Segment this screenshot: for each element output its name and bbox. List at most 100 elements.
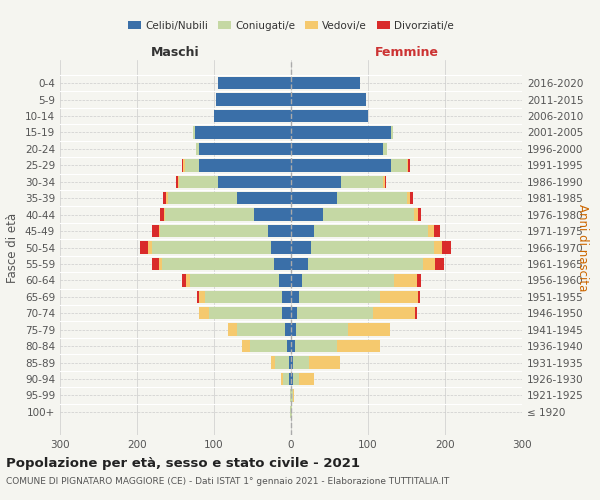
Bar: [394, 274, 417, 286]
Bar: [250, 340, 287, 352]
Bar: [199, 290, 205, 303]
Bar: [337, 340, 380, 352]
Bar: [291, 258, 308, 270]
Bar: [185, 159, 199, 172]
Bar: [190, 274, 278, 286]
Bar: [160, 225, 268, 237]
Bar: [291, 356, 293, 368]
Bar: [218, 176, 291, 188]
Bar: [291, 307, 297, 320]
Bar: [228, 324, 237, 336]
Bar: [163, 258, 274, 270]
Bar: [178, 176, 179, 188]
Bar: [434, 242, 442, 254]
Y-axis label: Fasce di età: Fasce di età: [7, 212, 19, 282]
Bar: [311, 242, 434, 254]
Bar: [291, 340, 295, 352]
Y-axis label: Anni di nascita: Anni di nascita: [576, 204, 589, 291]
Bar: [289, 356, 291, 368]
Bar: [291, 290, 299, 303]
Bar: [323, 208, 414, 221]
Text: Maschi: Maschi: [151, 46, 200, 59]
Bar: [407, 159, 408, 172]
Bar: [205, 290, 282, 303]
Bar: [291, 126, 391, 138]
Bar: [271, 356, 275, 368]
Bar: [418, 290, 419, 303]
Text: Femmine: Femmine: [374, 46, 439, 59]
Bar: [383, 143, 387, 155]
Bar: [291, 242, 311, 254]
Bar: [341, 176, 383, 188]
Bar: [176, 176, 178, 188]
Bar: [289, 373, 291, 385]
Bar: [158, 258, 163, 270]
Bar: [291, 389, 293, 402]
Bar: [299, 373, 314, 385]
Bar: [160, 208, 164, 221]
Bar: [293, 356, 309, 368]
Bar: [407, 192, 410, 204]
Bar: [383, 176, 385, 188]
Bar: [314, 225, 428, 237]
Bar: [385, 176, 386, 188]
Bar: [295, 340, 337, 352]
Bar: [309, 356, 340, 368]
Bar: [148, 242, 152, 254]
Bar: [183, 159, 185, 172]
Bar: [293, 389, 294, 402]
Bar: [199, 143, 291, 155]
Bar: [290, 389, 291, 402]
Bar: [291, 208, 323, 221]
Bar: [195, 126, 291, 138]
Bar: [428, 225, 434, 237]
Bar: [214, 110, 291, 122]
Bar: [268, 225, 291, 237]
Text: COMUNE DI PIGNATARO MAGGIORE (CE) - Dati ISTAT 1° gennaio 2021 - Elaborazione TU: COMUNE DI PIGNATARO MAGGIORE (CE) - Dati…: [6, 478, 449, 486]
Bar: [193, 126, 195, 138]
Bar: [278, 274, 291, 286]
Bar: [196, 143, 199, 155]
Bar: [391, 126, 392, 138]
Bar: [291, 110, 368, 122]
Bar: [275, 356, 289, 368]
Bar: [282, 307, 291, 320]
Bar: [182, 274, 186, 286]
Bar: [186, 274, 190, 286]
Bar: [290, 406, 291, 418]
Bar: [297, 307, 373, 320]
Bar: [408, 159, 410, 172]
Bar: [417, 274, 421, 286]
Bar: [168, 192, 237, 204]
Bar: [373, 307, 415, 320]
Bar: [271, 242, 291, 254]
Text: Popolazione per età, sesso e stato civile - 2021: Popolazione per età, sesso e stato civil…: [6, 458, 360, 470]
Bar: [197, 290, 199, 303]
Bar: [291, 94, 367, 106]
Bar: [435, 258, 444, 270]
Legend: Celibi/Nubili, Coniugati/e, Vedovi/e, Divorziati/e: Celibi/Nubili, Coniugati/e, Vedovi/e, Di…: [124, 16, 458, 35]
Bar: [424, 258, 435, 270]
Bar: [287, 340, 291, 352]
Bar: [237, 192, 291, 204]
Bar: [163, 192, 166, 204]
Bar: [308, 258, 424, 270]
Bar: [152, 258, 158, 270]
Bar: [296, 324, 348, 336]
Bar: [434, 225, 440, 237]
Bar: [152, 242, 271, 254]
Bar: [291, 143, 383, 155]
Bar: [302, 274, 394, 286]
Bar: [380, 290, 418, 303]
Bar: [158, 225, 160, 237]
Bar: [254, 208, 291, 221]
Bar: [199, 307, 209, 320]
Bar: [182, 159, 183, 172]
Bar: [291, 324, 296, 336]
Bar: [291, 192, 337, 204]
Bar: [293, 373, 299, 385]
Bar: [291, 77, 360, 90]
Bar: [199, 159, 291, 172]
Bar: [410, 192, 413, 204]
Bar: [299, 290, 380, 303]
